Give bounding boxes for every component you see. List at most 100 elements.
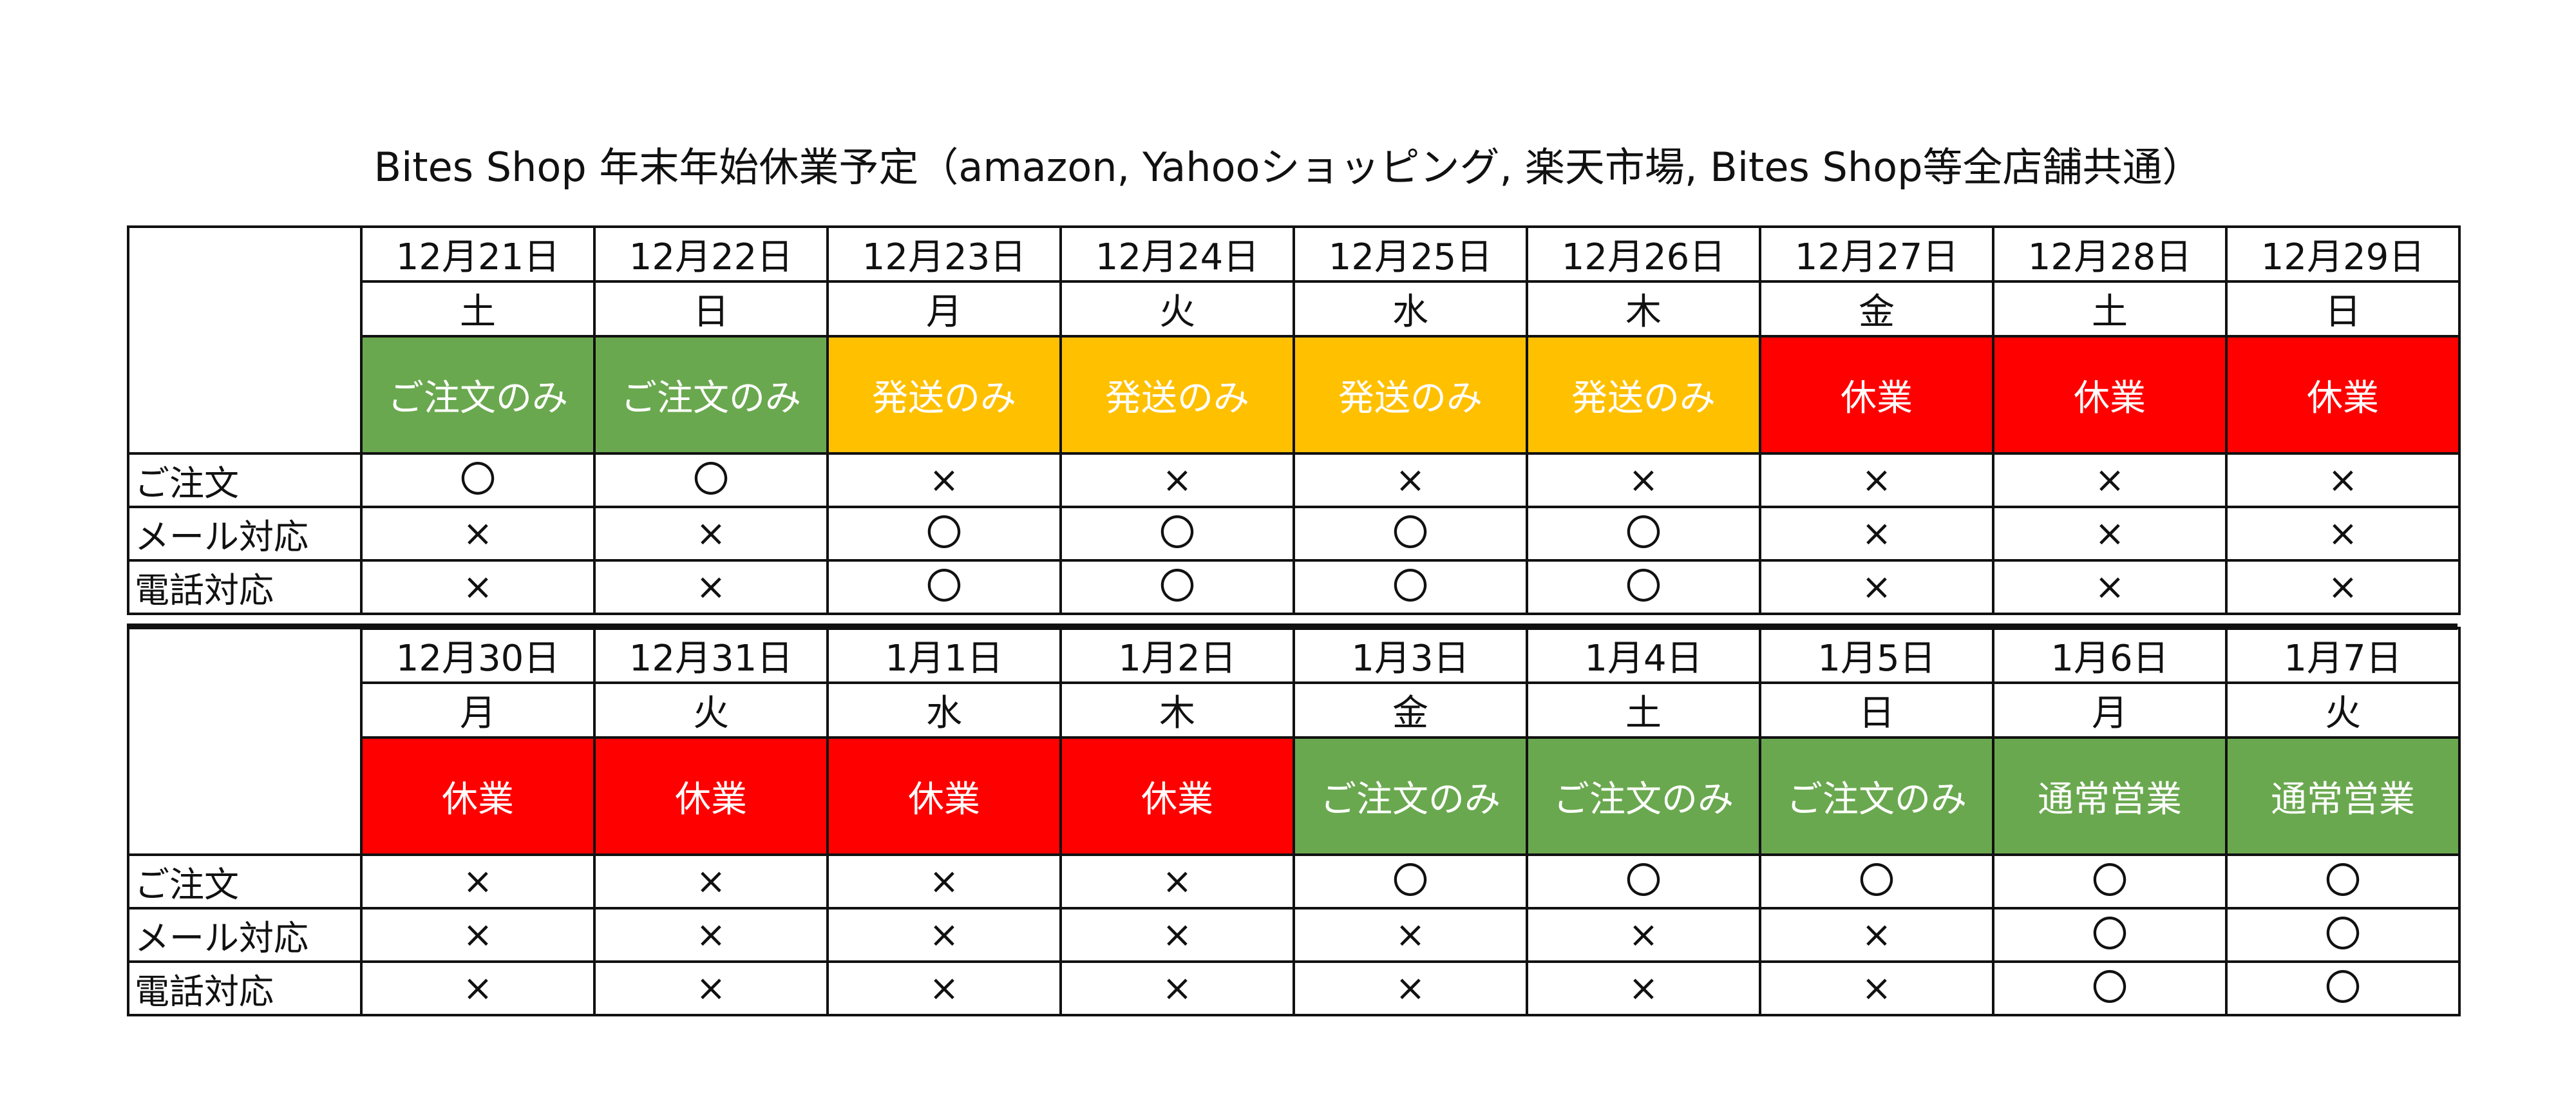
- order-label: ご注文: [127, 853, 363, 909]
- mail-label: メール対応: [127, 506, 363, 562]
- order-availability-cell: 〇: [360, 452, 596, 508]
- mail-availability-cell: ×: [1759, 907, 1994, 963]
- date-cell: 12月26日: [1526, 225, 1761, 283]
- date-row: 12月30日 12月31日 1月1日 1月2日 1月3日 1月4日 1月5日 1月6日 1月7日: [127, 627, 2461, 856]
- mail-availability-cell: ×: [1293, 907, 1528, 963]
- status-badge: ご注文のみ: [1293, 736, 1528, 856]
- status-badge: 休業: [1992, 335, 2228, 455]
- row-row: 電話対応 × × 〇〇〇〇 × × ×: [127, 559, 2461, 615]
- order-availability-cell: ×: [1293, 452, 1528, 508]
- order-availability-cell: ×: [593, 853, 829, 909]
- mail-availability-cell: ×: [1759, 506, 1994, 562]
- weekday-cell: 土: [1992, 280, 2228, 338]
- mail-availability-cell: ×: [1992, 506, 2228, 562]
- date-cell: 12月31日: [593, 627, 829, 684]
- date-cell: 12月23日: [826, 225, 1062, 283]
- order-availability-cell: ×: [1526, 452, 1761, 508]
- header-blank-cell: [127, 225, 363, 455]
- phone-availability-cell: ×: [826, 960, 1062, 1016]
- status-badge: ご注文のみ: [360, 335, 596, 455]
- status-badge: 休業: [826, 736, 1062, 856]
- date-cell: 1月1日: [826, 627, 1062, 684]
- mail-availability-cell: ×: [2225, 506, 2461, 562]
- order-availability-cell: ×: [2225, 452, 2461, 508]
- phone-availability-cell: ×: [1526, 960, 1761, 1016]
- mail-availability-cell: 〇: [1293, 506, 1528, 562]
- phone-availability-cell: ×: [1059, 960, 1295, 1016]
- date-cell: 12月24日: [1059, 225, 1295, 283]
- status-badge: ご注文のみ: [1526, 736, 1761, 856]
- phone-availability-cell: ×: [1759, 559, 1994, 615]
- row-row: ご注文〇〇 × × × × × × ×: [127, 452, 2461, 508]
- status-badge: 休業: [1759, 335, 1994, 455]
- order-availability-cell: 〇: [1759, 853, 1994, 909]
- weekday-cell: 水: [826, 681, 1062, 739]
- phone-availability-cell: 〇: [2225, 960, 2461, 1016]
- phone-label: 電話対応: [127, 960, 363, 1016]
- phone-availability-cell: 〇: [1293, 559, 1528, 615]
- mail-label: メール対応: [127, 907, 363, 963]
- date-cell: 1月4日: [1526, 627, 1761, 684]
- date-cell: 1月3日: [1293, 627, 1528, 684]
- header-blank-cell: [127, 627, 363, 856]
- page-title: Bites Shop 年末年始休業予定（amazon, Yahooショッピング,…: [374, 144, 2202, 191]
- phone-availability-cell: ×: [1992, 559, 2228, 615]
- status-badge: ご注文のみ: [593, 335, 829, 455]
- row-row: ご注文 × × × × 〇〇〇〇〇: [127, 853, 2461, 909]
- phone-availability-cell: ×: [593, 960, 829, 1016]
- weekday-cell: 月: [360, 681, 596, 739]
- weekday-cell: 月: [1992, 681, 2228, 739]
- phone-availability-cell: ×: [360, 960, 596, 1016]
- date-cell: 12月22日: [593, 225, 829, 283]
- date-cell: 1月6日: [1992, 627, 2228, 684]
- date-row: 12月21日 12月22日 12月23日 12月24日 12月25日 12月26日 12月2…: [127, 225, 2461, 455]
- order-availability-cell: ×: [1059, 853, 1295, 909]
- status-badge: 通常営業: [2225, 736, 2461, 856]
- order-availability-cell: 〇: [2225, 853, 2461, 909]
- weekday-cell: 土: [1526, 681, 1761, 739]
- weekday-cell: 木: [1059, 681, 1295, 739]
- phone-label: 電話対応: [127, 559, 363, 615]
- date-cell: 1月2日: [1059, 627, 1295, 684]
- weekday-cell: 月: [826, 280, 1062, 338]
- order-label: ご注文: [127, 452, 363, 508]
- row-row: 電話対応 × × × × × × × 〇〇: [127, 960, 2461, 1016]
- date-cell: 12月21日: [360, 225, 596, 283]
- block-divider: [127, 624, 2458, 630]
- order-availability-cell: ×: [1992, 452, 2228, 508]
- status-badge: ご注文のみ: [1759, 736, 1994, 856]
- order-availability-cell: 〇: [1992, 853, 2228, 909]
- schedule-table-2: 12月30日 12月31日 1月1日 1月2日 1月3日 1月4日 1月5日 1月6日 1月7日…: [127, 627, 2461, 1016]
- weekday-cell: 金: [1759, 280, 1994, 338]
- status-badge: 発送のみ: [1526, 335, 1761, 455]
- mail-availability-cell: 〇: [1526, 506, 1761, 562]
- schedule-table-1: 12月21日 12月22日 12月23日 12月24日 12月25日 12月26日 12月2…: [127, 225, 2461, 615]
- status-badge: 発送のみ: [826, 335, 1062, 455]
- date-cell: 1月7日: [2225, 627, 2461, 684]
- weekday-cell: 日: [2225, 280, 2461, 338]
- date-cell: 12月25日: [1293, 225, 1528, 283]
- order-availability-cell: 〇: [593, 452, 829, 508]
- weekday-cell: 火: [2225, 681, 2461, 739]
- mail-availability-cell: ×: [1526, 907, 1761, 963]
- order-availability-cell: ×: [1059, 452, 1295, 508]
- weekday-cell: 土: [360, 280, 596, 338]
- status-badge: 休業: [1059, 736, 1295, 856]
- phone-availability-cell: ×: [1293, 960, 1528, 1016]
- mail-availability-cell: ×: [593, 506, 829, 562]
- mail-availability-cell: ×: [593, 907, 829, 963]
- phone-availability-cell: ×: [593, 559, 829, 615]
- weekday-cell: 水: [1293, 280, 1528, 338]
- order-availability-cell: 〇: [1526, 853, 1761, 909]
- phone-availability-cell: 〇: [826, 559, 1062, 615]
- row-row: メール対応 × × 〇〇〇〇 × × ×: [127, 506, 2461, 562]
- status-row: 休業 休業 休業 休業 ご注文のみ ご注文のみ ご注文のみ 通常営業 通常営業: [128, 736, 2461, 856]
- row-row: メール対応 × × × × × × × 〇〇: [127, 907, 2461, 963]
- phone-availability-cell: ×: [2225, 559, 2461, 615]
- status-row: ご注文のみ ご注文のみ 発送のみ 発送のみ 発送のみ 発送のみ 休業 休業 休業: [128, 335, 2461, 455]
- phone-availability-cell: ×: [360, 559, 596, 615]
- order-availability-cell: ×: [1759, 452, 1994, 508]
- order-availability-cell: 〇: [1293, 853, 1528, 909]
- phone-availability-cell: ×: [1759, 960, 1994, 1016]
- date-cell: 12月30日: [360, 627, 596, 684]
